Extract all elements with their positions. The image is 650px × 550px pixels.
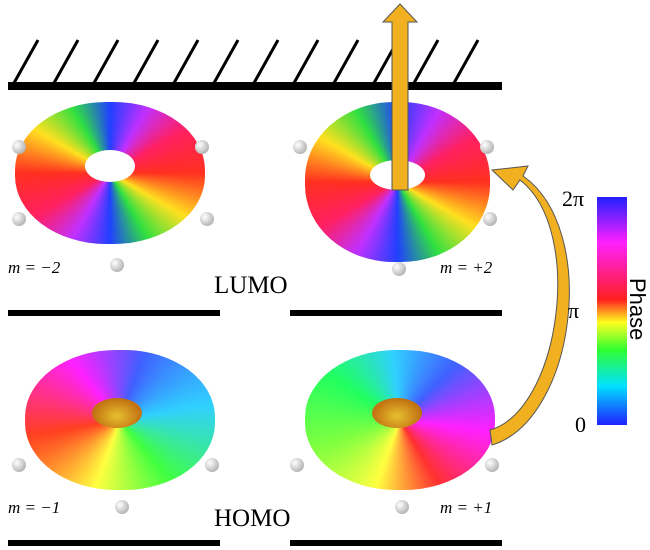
orbital-label: m = −2 bbox=[8, 258, 60, 278]
arrows bbox=[0, 0, 650, 550]
level-label: HOMO bbox=[214, 505, 290, 533]
excitation-arrow bbox=[490, 166, 569, 445]
figure: m = −2 m = +2 m = −1 m = +1 LUMO HOMO 2π… bbox=[0, 0, 650, 550]
orbital-label: m = +2 bbox=[440, 258, 492, 278]
orbital-label: m = −1 bbox=[8, 498, 60, 518]
colorbar-tick: 2π bbox=[562, 186, 584, 212]
colorbar-tick: 0 bbox=[575, 412, 586, 438]
orbital-label: m = +1 bbox=[440, 498, 492, 518]
level-label: LUMO bbox=[214, 272, 288, 300]
escape-arrow bbox=[383, 4, 417, 190]
colorbar-tick: π bbox=[568, 298, 579, 324]
colorbar-title: Phase bbox=[624, 278, 650, 340]
